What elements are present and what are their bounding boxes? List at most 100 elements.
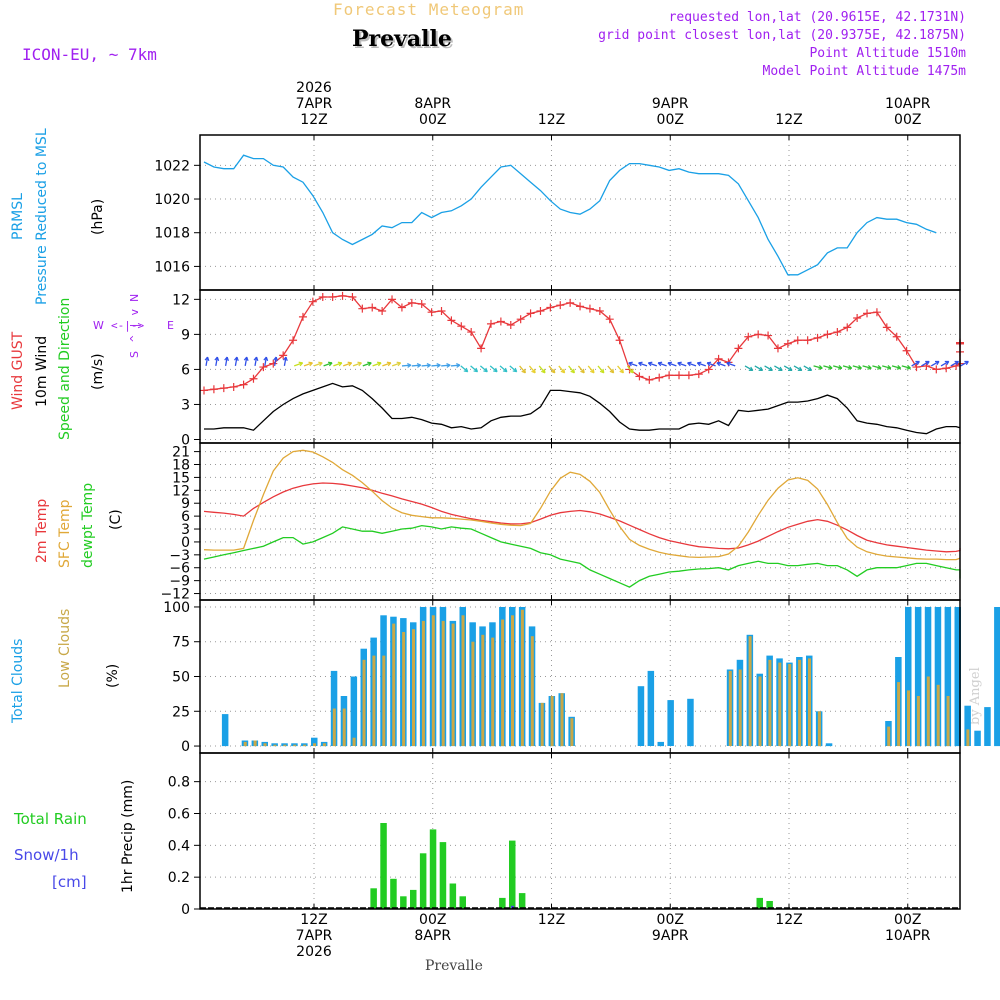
wind-arrow	[607, 365, 615, 374]
bar-total-clouds	[271, 743, 278, 747]
wind-arrow	[323, 362, 333, 367]
gust-marker	[526, 309, 535, 318]
bar-low-clouds	[313, 743, 316, 747]
bar-low-clouds	[946, 696, 950, 747]
wind-arrow	[362, 362, 372, 367]
bottom-ticks-label: 00Z 9APR	[652, 912, 689, 944]
bar-low-clouds	[372, 655, 376, 746]
bar-total-clouds	[934, 607, 942, 747]
wind-arrow-head	[273, 356, 279, 362]
bar-low-clouds	[263, 743, 267, 747]
gust-marker	[635, 372, 644, 381]
wind-arrow	[215, 356, 219, 367]
panel-frame	[199, 752, 961, 910]
wind-arrow	[254, 356, 258, 367]
wind-arrow	[921, 360, 930, 367]
wind-arrow	[687, 362, 697, 367]
wind-arrow-head	[807, 366, 813, 372]
snow-label: Snow/1h	[14, 846, 79, 864]
wind-arrow-head	[857, 365, 862, 370]
bar-low-clouds	[530, 636, 534, 747]
total-rain-label: Total Rain	[14, 810, 87, 828]
ytick-label: 1022	[154, 158, 190, 174]
bar-total-rain	[509, 840, 516, 909]
bar-low-clouds	[402, 632, 406, 747]
wind-arrow	[706, 362, 716, 367]
gust-marker	[863, 309, 872, 318]
snow-unit-label: [cm]	[52, 873, 87, 891]
wind-arrow-head	[716, 361, 721, 367]
wind-arrow-head	[531, 368, 536, 374]
tick-line: 8APR	[414, 96, 452, 112]
gust-marker	[200, 386, 208, 395]
wind-arrow	[950, 360, 959, 367]
wind-arrow	[577, 365, 585, 374]
bar-low-clouds	[817, 711, 821, 747]
bar-low-clouds	[392, 623, 396, 746]
gust-marker	[813, 333, 822, 342]
bar-total-rain	[400, 896, 407, 909]
ytick-label: 0.6	[168, 806, 190, 822]
bar-low-clouds	[481, 634, 485, 747]
wind-arrow	[597, 365, 605, 374]
compass-w: W	[93, 319, 104, 332]
bar-low-clouds	[936, 684, 940, 746]
bar-total-clouds	[281, 743, 288, 747]
wind-arrow	[548, 365, 556, 374]
compass-we-arrow: <-|->	[111, 319, 145, 332]
ytick-label: 0	[181, 432, 190, 448]
bar-low-clouds	[798, 659, 802, 746]
wind-arrow-head	[748, 366, 754, 372]
tick-line: 10APR	[884, 928, 931, 944]
top-ticks-label: 2026 7APR 12Z	[296, 80, 333, 128]
wind-arrow	[872, 365, 882, 369]
ytick-label: 25	[172, 704, 190, 720]
wind-arrow-head	[609, 368, 615, 374]
wind-arrow	[803, 365, 812, 371]
bar-total-clouds	[825, 743, 833, 747]
top-ticks-label: 10APR 00Z	[885, 96, 931, 128]
bar-total-rain	[499, 897, 506, 909]
wind-arrow-head	[493, 367, 498, 373]
wind-arrow-head	[502, 367, 508, 373]
wind-arrow	[744, 365, 754, 371]
bar-total-clouds	[984, 707, 991, 746]
ytick-label: 0	[181, 902, 190, 918]
wind-arrow	[842, 365, 852, 369]
ytick-label: 9	[181, 496, 190, 512]
gust-marker	[289, 336, 298, 345]
wind-arrow-head	[298, 361, 304, 367]
bar-total-rain	[429, 829, 437, 909]
bar-low-clouds	[916, 696, 920, 747]
wind-arrow-head	[347, 361, 353, 367]
bar-total-rain	[459, 896, 466, 909]
gust-marker	[684, 371, 693, 380]
gust-marker	[645, 375, 654, 384]
bar-total-rain	[370, 888, 377, 909]
wind-arrow	[470, 365, 478, 373]
wind-arrow	[891, 365, 901, 369]
wind-arrow-head	[867, 365, 872, 370]
wind-arrow-head	[550, 368, 556, 374]
wind-arrow	[293, 362, 303, 367]
top-ticks-label: 9APR 00Z	[652, 96, 689, 128]
ytick-label: 0.2	[168, 870, 190, 886]
wind-arrow-head	[456, 362, 461, 368]
bar-total-rain	[390, 878, 397, 909]
wind-arrow	[273, 356, 277, 367]
wind-arrow-head	[896, 365, 902, 370]
wind-arrow	[852, 365, 862, 369]
wind-arrow-head	[619, 368, 624, 374]
wind-arrow-head	[580, 368, 585, 374]
bar-total-rain	[419, 853, 427, 909]
bottom-ticks-label: 00Z 10APR	[885, 912, 931, 944]
gust-marker	[803, 336, 812, 345]
grid-point-coordinates: grid point closest lon,lat (20.9375E, 42…	[598, 28, 966, 43]
wind-arrow-head	[253, 356, 259, 362]
tick-line: 7APR	[295, 928, 333, 944]
gust-marker	[665, 371, 674, 380]
wind-arrow-head	[512, 367, 518, 373]
gust-marker	[457, 322, 466, 331]
bar-low-clouds	[907, 690, 910, 746]
